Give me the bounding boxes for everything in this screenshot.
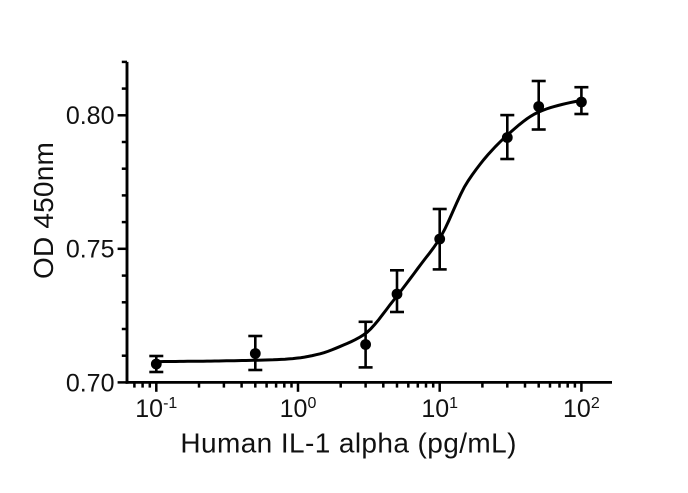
svg-text:10-1: 10-1 <box>135 395 177 423</box>
svg-text:0.75: 0.75 <box>66 236 115 264</box>
svg-text:0.70: 0.70 <box>66 369 115 397</box>
svg-text:0.80: 0.80 <box>66 102 115 130</box>
svg-text:Human IL-1 alpha (pg/mL): Human IL-1 alpha (pg/mL) <box>180 428 516 459</box>
svg-text:OD 450nm: OD 450nm <box>28 142 59 279</box>
